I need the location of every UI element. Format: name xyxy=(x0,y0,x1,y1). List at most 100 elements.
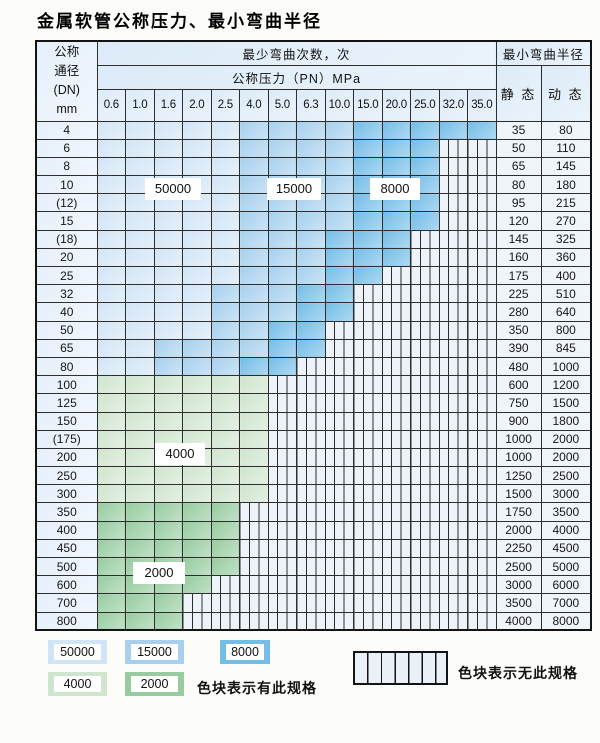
spec-available-cell xyxy=(210,393,240,413)
spec-available-cell xyxy=(324,247,354,268)
spec-available-cell xyxy=(324,211,354,231)
spec-available-cell xyxy=(125,138,155,158)
no-spec-cell xyxy=(438,393,468,413)
no-spec-cell xyxy=(324,575,354,595)
no-spec-cell xyxy=(296,502,326,522)
dn-cell: 50 xyxy=(35,320,98,340)
no-spec-cell xyxy=(381,556,411,577)
spec-available-cell xyxy=(96,338,126,358)
table-row: 6 50 110 xyxy=(35,138,592,158)
dynamic-radius-cell: 4500 xyxy=(540,538,592,559)
no-spec-cell xyxy=(267,466,297,486)
no-spec-cell xyxy=(210,575,240,595)
pressure-col-label: 1.0 xyxy=(125,88,155,122)
no-spec-cell xyxy=(438,375,468,395)
no-spec-cell xyxy=(239,575,269,595)
spec-available-cell xyxy=(96,393,126,413)
no-spec-cell xyxy=(438,156,468,177)
spec-available-cell xyxy=(239,211,269,231)
dn-header-line: 公称 xyxy=(54,45,80,60)
dynamic-radius-cell: 2000 xyxy=(540,429,592,449)
spec-available-cell xyxy=(381,120,411,140)
no-spec-cell xyxy=(381,593,411,613)
spec-available-cell xyxy=(182,320,212,340)
spec-available-cell xyxy=(182,356,212,377)
spec-available-cell xyxy=(182,538,212,559)
spec-available-cell xyxy=(182,411,212,431)
spec-available-cell xyxy=(125,593,155,613)
dynamic-radius-cell: 325 xyxy=(540,229,592,249)
table-row: 32 225 510 xyxy=(35,284,592,304)
no-spec-cell xyxy=(438,229,468,249)
spec-available-cell xyxy=(324,175,354,195)
spec-available-cell xyxy=(96,265,126,286)
spec-available-cell xyxy=(96,593,126,613)
dn-cell: 100 xyxy=(35,375,98,395)
dynamic-radius-cell: 180 xyxy=(540,175,592,195)
spec-available-cell xyxy=(239,193,269,213)
spec-available-cell xyxy=(239,466,269,486)
no-spec-cell xyxy=(324,338,354,358)
pressure-col-label: 15.0 xyxy=(353,88,383,122)
table-row: 40 280 640 xyxy=(35,302,592,322)
table-row: 25 175 400 xyxy=(35,265,592,286)
spec-available-cell xyxy=(267,120,297,140)
dn-cell: 700 xyxy=(35,593,98,613)
spec-available-cell xyxy=(324,229,354,249)
no-spec-cell xyxy=(438,356,468,377)
spec-available-cell xyxy=(96,156,126,177)
spec-available-cell xyxy=(239,411,269,431)
table-row: 600 3000 6000 xyxy=(35,575,592,595)
static-radius-cell: 1250 xyxy=(495,466,542,486)
no-spec-cell xyxy=(410,393,440,413)
spec-available-cell xyxy=(210,193,240,213)
spec-available-cell xyxy=(182,138,212,158)
spec-available-cell xyxy=(153,338,183,358)
spec-available-cell xyxy=(239,156,269,177)
dn-cell: 40 xyxy=(35,302,98,322)
spec-available-cell xyxy=(210,466,240,486)
no-spec-cell xyxy=(467,393,497,413)
spec-available-cell xyxy=(125,375,155,395)
cycle-count-label-50000: 50000 xyxy=(145,178,201,200)
spec-available-cell xyxy=(96,502,126,522)
no-spec-cell xyxy=(324,375,354,395)
spec-available-cell xyxy=(153,375,183,395)
no-spec-cell xyxy=(324,556,354,577)
dn-cell: 8 xyxy=(35,156,98,177)
no-spec-cell xyxy=(467,466,497,486)
spec-available-cell xyxy=(182,502,212,522)
spec-available-cell xyxy=(267,247,297,268)
no-spec-cell xyxy=(438,320,468,340)
dn-cell: 200 xyxy=(35,447,98,468)
legend-swatch-8000: 8000 xyxy=(220,640,270,664)
min-bend-cycles-header: 最少弯曲次数，次 xyxy=(96,40,497,66)
legend-has-spec-text: 色块表示有此规格 xyxy=(197,680,317,696)
spec-available-cell xyxy=(125,120,155,140)
static-radius-cell: 480 xyxy=(495,356,542,377)
no-spec-cell xyxy=(467,211,497,231)
table-body: 4 35 80 6 50 110 8 65 145 10 80 180 (12) 95 215 15 120 27… xyxy=(35,120,592,631)
spec-available-cell xyxy=(324,138,354,158)
pressure-values-row: 0.6 1.0 1.6 2.0 2.5 4.0 5.0 6.3 10.0 15.0 20.0 25.0… xyxy=(36,88,591,122)
spec-available-cell xyxy=(125,611,155,631)
pressure-col-label: 2.5 xyxy=(210,88,240,122)
dn-cell: 20 xyxy=(35,247,98,268)
no-spec-cell xyxy=(438,556,468,577)
spec-available-cell xyxy=(96,302,126,322)
spec-available-cell xyxy=(96,411,126,431)
spec-available-cell xyxy=(296,120,326,140)
static-radius-cell: 1000 xyxy=(495,447,542,468)
spec-available-cell xyxy=(182,302,212,322)
spec-available-cell xyxy=(182,284,212,304)
no-spec-cell xyxy=(410,538,440,559)
table-row: 500 2500 5000 xyxy=(35,556,592,577)
no-spec-cell xyxy=(467,138,497,158)
table-row: 80 480 1000 xyxy=(35,356,592,377)
dynamic-radius-cell: 845 xyxy=(540,338,592,358)
static-radius-cell: 2250 xyxy=(495,538,542,559)
spec-available-cell xyxy=(182,156,212,177)
no-spec-cell xyxy=(296,484,326,504)
no-spec-cell xyxy=(381,320,411,340)
spec-available-cell xyxy=(239,356,269,377)
